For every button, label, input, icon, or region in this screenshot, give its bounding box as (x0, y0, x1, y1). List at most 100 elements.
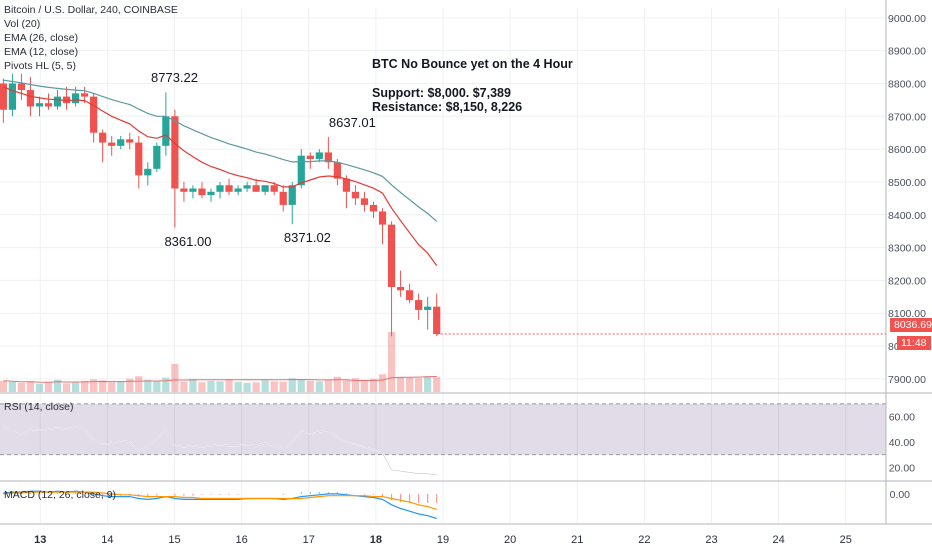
last-price-badge: 8036.69 (890, 318, 932, 332)
candle (378, 208, 387, 245)
candle-body (433, 306, 441, 335)
candle (8, 73, 16, 117)
candle-body (180, 188, 188, 192)
macd-tick-label: 0.00 (890, 489, 911, 501)
volume-bar (360, 380, 369, 392)
candle (261, 185, 269, 196)
volume-bar (279, 381, 287, 392)
volume-ma-line (3, 376, 437, 383)
volume-bar (369, 378, 378, 392)
volume-bar (90, 379, 98, 392)
price-tick-label: 8300.00 (888, 243, 926, 255)
candle-body (62, 96, 71, 104)
time-tick-label: 20 (504, 534, 516, 546)
candle (62, 86, 71, 110)
time-tick-label: 14 (101, 534, 113, 546)
volume-bar (126, 378, 134, 392)
candle (171, 109, 179, 228)
candle (342, 175, 351, 209)
candle (99, 129, 107, 163)
indicator-ema26[interactable]: EMA (26, close) (4, 32, 79, 44)
price-tick-label: 8700.00 (888, 111, 926, 123)
volume-bar (315, 381, 323, 392)
candle (415, 293, 423, 320)
volume-bar (216, 381, 224, 392)
candle-body (198, 188, 206, 196)
volume-bar (189, 378, 197, 392)
volume-bar (26, 381, 35, 392)
indicator-vol[interactable]: Vol (20) (4, 18, 41, 30)
volume-bar (433, 377, 441, 392)
rsi-legend[interactable]: RSI (14, close) (4, 401, 73, 413)
candle-body (252, 185, 260, 192)
volume-bar (378, 374, 387, 392)
candle-body (126, 139, 134, 143)
volume-bar (108, 382, 116, 392)
candle (180, 181, 188, 202)
candle-body (144, 168, 152, 176)
candle-body (153, 145, 161, 169)
time-tick-label: 23 (705, 534, 717, 546)
volume-bar (297, 379, 305, 392)
pivot-label: 8773.22 (151, 70, 198, 86)
candle-body (225, 185, 233, 192)
candle-body (415, 300, 423, 310)
candle-body (0, 83, 7, 110)
candle (216, 181, 224, 199)
candle-body (189, 188, 197, 192)
time-tick-label: 13 (34, 534, 46, 546)
volume-bar (342, 380, 351, 392)
volume-bar (252, 382, 260, 392)
candle-body (8, 83, 16, 110)
candle (315, 149, 323, 163)
candle (387, 221, 396, 337)
volume-bar (207, 380, 215, 392)
volume-bar (288, 378, 296, 392)
candle (90, 93, 98, 143)
macd-line (3, 490, 437, 520)
candle (360, 191, 369, 212)
macd-legend[interactable]: MACD (12, 26, close, 9) (4, 489, 116, 501)
candle (189, 185, 197, 199)
candle (288, 181, 296, 225)
candle-body (333, 162, 341, 179)
volume-bar (17, 382, 26, 392)
candlestick-series (0, 73, 441, 337)
candle (135, 136, 143, 189)
candle-body (90, 96, 98, 133)
candle-body (108, 142, 116, 146)
time-tick-label: 25 (840, 534, 852, 546)
indicator-pivots[interactable]: Pivots HL (5, 5) (4, 60, 76, 72)
volume-bar (162, 377, 170, 392)
volume-bar (0, 380, 7, 392)
volume-bar (35, 383, 44, 392)
candle (306, 152, 314, 169)
volume-bar (333, 376, 341, 392)
candle (207, 188, 215, 202)
signal-line (3, 491, 437, 510)
volume-bar (117, 381, 125, 392)
candle (198, 181, 206, 199)
candle (117, 136, 125, 150)
candle-body (162, 116, 170, 146)
annotation-box[interactable]: BTC No Bounce yet on the 4 Hour Support:… (372, 57, 573, 114)
symbol-title: Bitcoin / U.S. Dollar, 240, COINBASE (4, 4, 178, 16)
volume-bar (62, 383, 71, 392)
volume-bar (80, 380, 89, 392)
volume-bar (387, 332, 396, 392)
candle-body (44, 103, 53, 107)
candle-body (71, 93, 80, 104)
indicator-ema12[interactable]: EMA (12, close) (4, 46, 79, 58)
candle (162, 92, 170, 156)
price-tick-label: 8200.00 (888, 275, 926, 287)
time-tick-label: 17 (303, 534, 315, 546)
rsi-panel: RSI (14, close) (0, 401, 886, 476)
candle-body (135, 142, 143, 176)
candle (108, 136, 116, 156)
candle (144, 162, 152, 186)
volume-bar (306, 380, 314, 392)
volume-bar (396, 376, 405, 392)
candle (234, 185, 242, 196)
volume-bar (44, 382, 53, 392)
candle (35, 96, 44, 117)
